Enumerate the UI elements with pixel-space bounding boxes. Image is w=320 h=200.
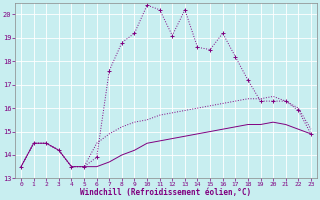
X-axis label: Windchill (Refroidissement éolien,°C): Windchill (Refroidissement éolien,°C) — [80, 188, 252, 197]
